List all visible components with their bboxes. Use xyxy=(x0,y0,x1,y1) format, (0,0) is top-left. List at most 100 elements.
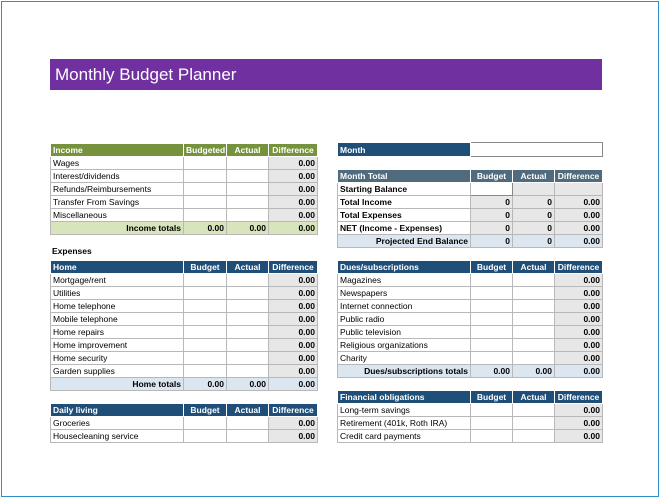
dues-diff-cell: 0.00 xyxy=(554,299,603,313)
financial-actual-cell[interactable] xyxy=(512,429,555,443)
dues-actual-cell[interactable] xyxy=(512,299,555,313)
home-row: Utilities 0.00 xyxy=(50,286,318,300)
income-actual-cell[interactable] xyxy=(226,208,269,222)
income-budget-cell[interactable] xyxy=(183,195,227,209)
dues-header-budget: Budget xyxy=(470,260,513,274)
dues-actual-cell[interactable] xyxy=(512,338,555,352)
starting-balance-actual xyxy=(512,182,555,196)
home-budget-cell[interactable] xyxy=(183,286,227,300)
home-row-label: Mobile telephone xyxy=(50,312,184,326)
daily-header-actual: Actual xyxy=(226,403,269,417)
income-row-transfer: Transfer From Savings 0.00 xyxy=(50,195,318,209)
dues-table: Dues/subscriptions Budget Actual Differe… xyxy=(337,260,603,378)
dues-budget-cell[interactable] xyxy=(470,312,513,326)
income-totals-row: Income totals 0.00 0.00 0.00 xyxy=(50,221,318,235)
income-totals-label: Income totals xyxy=(50,221,184,235)
home-actual-cell[interactable] xyxy=(226,299,269,313)
income-diff-cell: 0.00 xyxy=(268,169,318,183)
projected-end-balance-budget: 0 xyxy=(470,234,513,248)
income-budget-cell[interactable] xyxy=(183,156,227,170)
home-row-label: Utilities xyxy=(50,286,184,300)
home-totals-actual: 0.00 xyxy=(226,377,269,391)
home-actual-cell[interactable] xyxy=(226,325,269,339)
dues-actual-cell[interactable] xyxy=(512,273,555,287)
home-row: Mortgage/rent 0.00 xyxy=(50,273,318,287)
financial-budget-cell[interactable] xyxy=(470,416,513,430)
financial-header-difference: Difference xyxy=(554,390,603,404)
income-actual-cell[interactable] xyxy=(226,195,269,209)
dues-budget-cell[interactable] xyxy=(470,338,513,352)
dues-row-label: Public radio xyxy=(337,312,471,326)
home-budget-cell[interactable] xyxy=(183,273,227,287)
income-row-label: Miscellaneous xyxy=(50,208,184,222)
home-budget-cell[interactable] xyxy=(183,325,227,339)
financial-actual-cell[interactable] xyxy=(512,416,555,430)
home-actual-cell[interactable] xyxy=(226,286,269,300)
home-row-label: Garden supplies xyxy=(50,364,184,378)
financial-row-label: Long-term savings xyxy=(337,403,471,417)
home-row: Home repairs 0.00 xyxy=(50,325,318,339)
home-totals-label: Home totals xyxy=(50,377,184,391)
home-budget-cell[interactable] xyxy=(183,364,227,378)
daily-actual-cell[interactable] xyxy=(226,429,269,443)
month-total-header-label: Month Total xyxy=(337,169,471,183)
dues-diff-cell: 0.00 xyxy=(554,351,603,365)
dues-row-label: Charity xyxy=(337,351,471,365)
home-actual-cell[interactable] xyxy=(226,351,269,365)
month-total-header-row: Month Total Budget Actual Difference xyxy=(337,169,603,183)
home-actual-cell[interactable] xyxy=(226,273,269,287)
income-actual-cell[interactable] xyxy=(226,182,269,196)
financial-header-row: Financial obligations Budget Actual Diff… xyxy=(337,390,603,404)
starting-balance-input[interactable] xyxy=(470,182,513,196)
home-row: Mobile telephone 0.00 xyxy=(50,312,318,326)
income-budget-cell[interactable] xyxy=(183,169,227,183)
projected-end-balance-label: Projected End Balance xyxy=(337,234,471,248)
home-actual-cell[interactable] xyxy=(226,338,269,352)
daily-budget-cell[interactable] xyxy=(183,416,227,430)
home-budget-cell[interactable] xyxy=(183,338,227,352)
home-header-actual: Actual xyxy=(226,260,269,274)
dues-row: Magazines 0.00 xyxy=(337,273,603,287)
financial-budget-cell[interactable] xyxy=(470,429,513,443)
income-row-misc: Miscellaneous 0.00 xyxy=(50,208,318,222)
home-diff-cell: 0.00 xyxy=(268,325,318,339)
home-budget-cell[interactable] xyxy=(183,351,227,365)
dues-actual-cell[interactable] xyxy=(512,325,555,339)
income-actual-cell[interactable] xyxy=(226,169,269,183)
dues-budget-cell[interactable] xyxy=(470,273,513,287)
dues-diff-cell: 0.00 xyxy=(554,273,603,287)
income-budget-cell[interactable] xyxy=(183,182,227,196)
projected-end-balance-actual: 0 xyxy=(512,234,555,248)
dues-row-label: Internet connection xyxy=(337,299,471,313)
daily-actual-cell[interactable] xyxy=(226,416,269,430)
month-input[interactable] xyxy=(470,142,603,157)
starting-balance-label: Starting Balance xyxy=(337,182,471,196)
dues-row: Public radio 0.00 xyxy=(337,312,603,326)
dues-budget-cell[interactable] xyxy=(470,286,513,300)
dues-actual-cell[interactable] xyxy=(512,351,555,365)
home-header-row: Home Budget Actual Difference xyxy=(50,260,318,274)
financial-budget-cell[interactable] xyxy=(470,403,513,417)
home-budget-cell[interactable] xyxy=(183,299,227,313)
net-budget: 0 xyxy=(470,221,513,235)
total-income-diff: 0.00 xyxy=(554,195,603,209)
home-actual-cell[interactable] xyxy=(226,312,269,326)
month-total-header-difference: Difference xyxy=(554,169,603,183)
daily-budget-cell[interactable] xyxy=(183,429,227,443)
financial-actual-cell[interactable] xyxy=(512,403,555,417)
total-expenses-label: Total Expenses xyxy=(337,208,471,222)
dues-budget-cell[interactable] xyxy=(470,325,513,339)
home-budget-cell[interactable] xyxy=(183,312,227,326)
income-actual-cell[interactable] xyxy=(226,156,269,170)
dues-actual-cell[interactable] xyxy=(512,312,555,326)
dues-diff-cell: 0.00 xyxy=(554,312,603,326)
dues-actual-cell[interactable] xyxy=(512,286,555,300)
total-income-row: Total Income 0 0 0.00 xyxy=(337,195,603,209)
dues-budget-cell[interactable] xyxy=(470,351,513,365)
home-row: Home security 0.00 xyxy=(50,351,318,365)
income-budget-cell[interactable] xyxy=(183,208,227,222)
month-total-table: Month Total Budget Actual Difference Sta… xyxy=(337,169,603,248)
home-actual-cell[interactable] xyxy=(226,364,269,378)
daily-header-difference: Difference xyxy=(268,403,318,417)
dues-budget-cell[interactable] xyxy=(470,299,513,313)
